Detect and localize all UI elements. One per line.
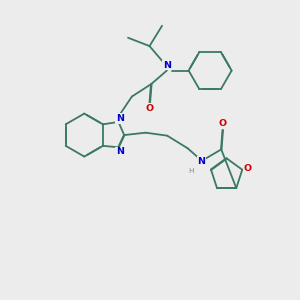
Text: N: N (116, 114, 124, 123)
Text: O: O (145, 104, 153, 113)
Text: O: O (219, 119, 227, 128)
Text: O: O (244, 164, 252, 173)
Text: N: N (163, 61, 171, 70)
Text: N: N (116, 147, 124, 156)
Text: N: N (197, 157, 205, 166)
Text: H: H (189, 168, 194, 174)
